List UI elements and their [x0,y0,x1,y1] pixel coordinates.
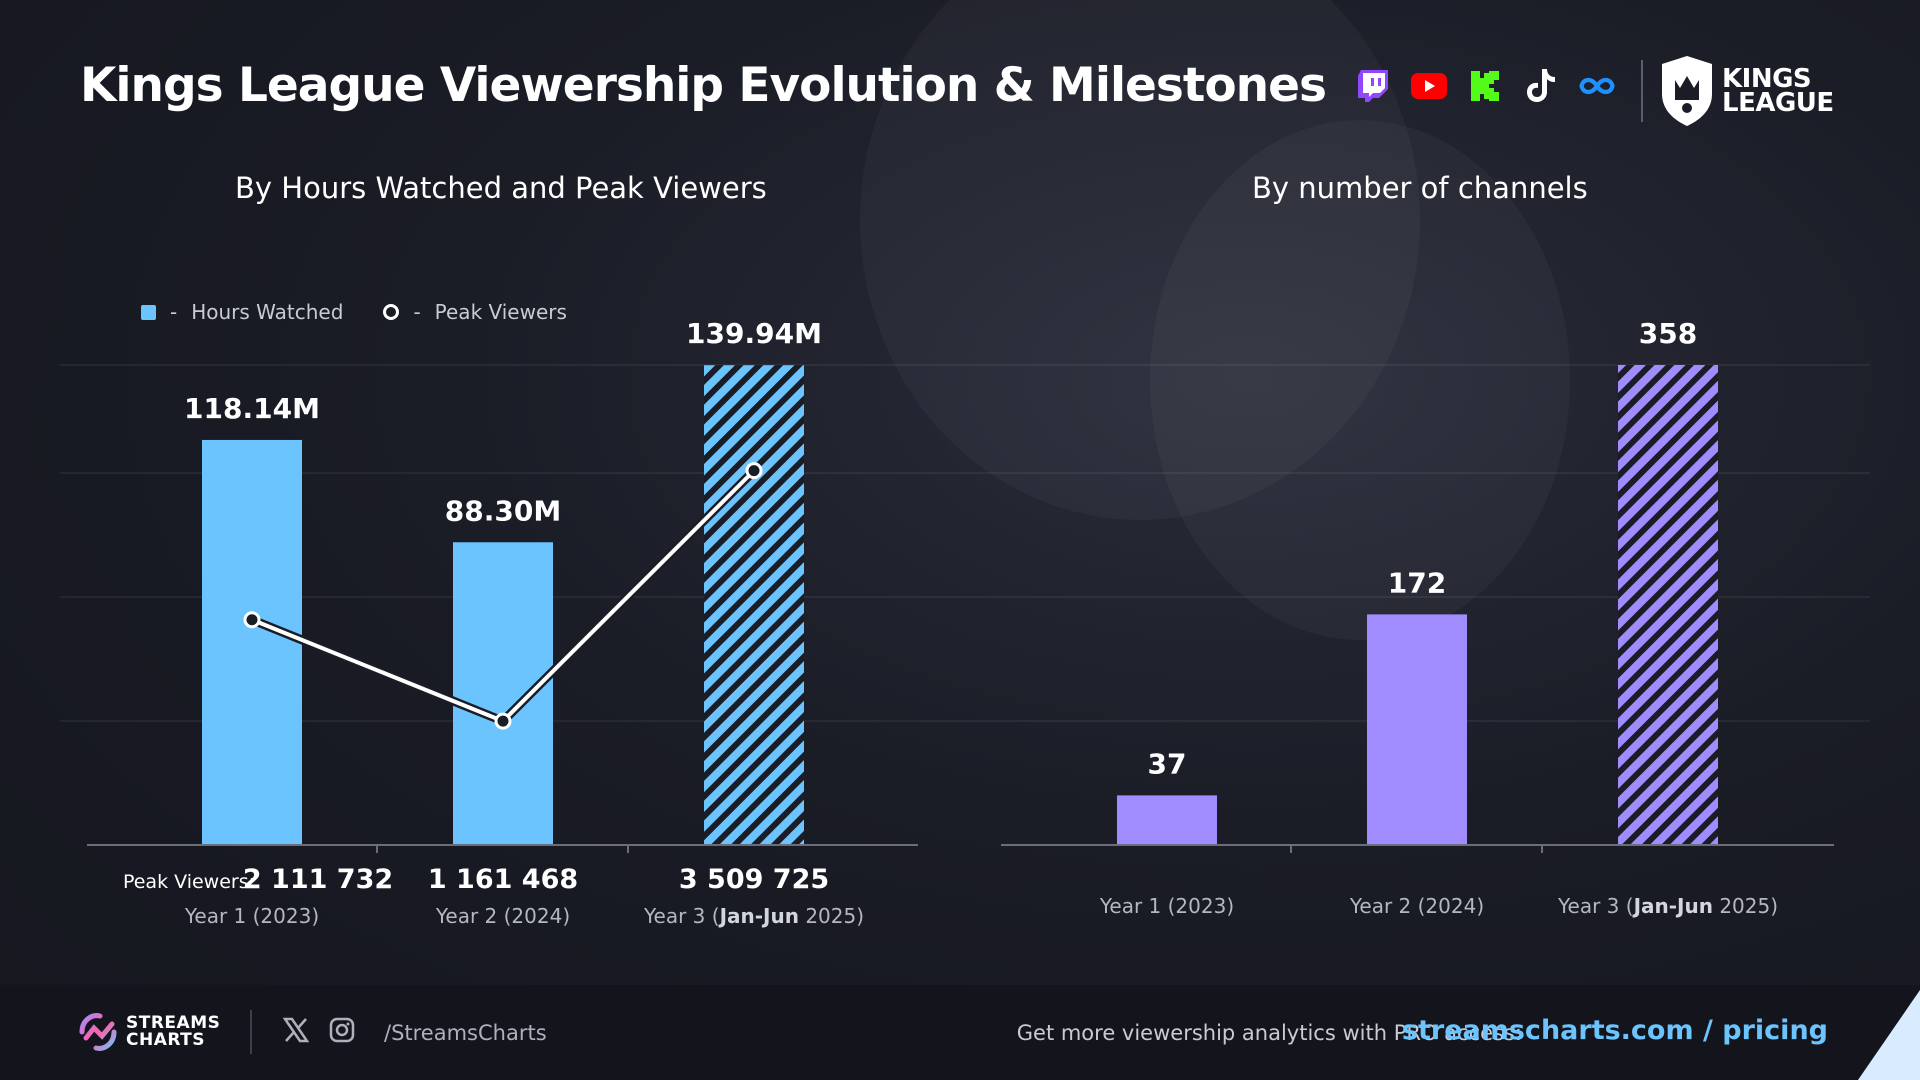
hours-value-label: 88.30M [445,494,561,527]
chart-legend: - Hours Watched - Peak Viewers [141,300,567,324]
kings-league-logo: KINGS LEAGUE [1660,56,1834,126]
channels-bar [1117,795,1217,845]
legend-separator: - [413,300,421,324]
hours-value-label: 139.94M [686,317,822,350]
pricing-link[interactable]: streamscharts.com / pricing [1401,1015,1828,1046]
header-divider [1641,60,1643,122]
x-tick-label: Year 1 (2023) [184,904,319,928]
peak-point [243,611,261,629]
x-icon[interactable] [283,1017,309,1043]
logo-text-charts: CHARTS [126,1030,206,1050]
social-icons [283,1017,355,1043]
channels-bar [1618,365,1718,845]
hours-bar [704,365,804,845]
peak-point [745,462,763,480]
peak-viewers-value: 1 161 468 [428,864,578,895]
corner-accent [1858,990,1920,1080]
channels-value-label: 172 [1388,566,1446,599]
peak-viewers-prefix: Peak Viewers: [123,871,255,893]
tiktok-icon [1523,68,1559,104]
legend-hours-label: Hours Watched [191,300,344,324]
legend-peak-label: Peak Viewers [434,300,567,324]
kick-icon [1467,68,1503,104]
x-tick-label: Year 2 (2024) [435,904,570,928]
footer-bar [0,985,1920,1080]
legend-hours-swatch [141,304,156,320]
peak-viewers-value: 3 509 725 [679,864,829,895]
instagram-icon[interactable] [329,1017,355,1043]
promo-text: Get more viewership analytics with PRO a… [1016,1021,1522,1045]
x-tick-label: Year 3 (Jan-Jun 2025) [643,904,864,928]
left-chart-title: By Hours Watched and Peak Viewers [235,171,767,205]
x-tick-label: Year 1 (2023) [1099,894,1234,918]
streams-charts-icon [79,1013,117,1051]
youtube-icon [1411,68,1447,104]
twitch-icon [1355,68,1391,104]
right-chart-title: By number of channels [1252,171,1588,205]
platform-icons [1355,68,1615,104]
footer-divider [250,1010,252,1054]
x-tick-label: Year 2 (2024) [1349,894,1484,918]
legend-peak-marker [383,304,400,320]
hours-value-label: 118.14M [184,392,320,425]
channels-value-label: 37 [1148,747,1187,780]
logo-text-streams: STREAMS [126,1013,221,1033]
channels-bar [1367,614,1467,845]
hours-bar [202,439,302,845]
peak-viewers-value: 2 111 732 [243,864,393,895]
x-tick-label: Year 3 (Jan-Jun 2025) [1557,894,1778,918]
social-handle[interactable]: /StreamsCharts [384,1021,547,1045]
kings-league-wordmark: KINGS LEAGUE [1722,64,1834,118]
infinity-icon [1579,68,1615,104]
hours-bar [453,542,553,845]
legend-separator: - [170,300,178,324]
channels-value-label: 358 [1639,317,1697,350]
page-title: Kings League Viewership Evolution & Mile… [80,58,1327,113]
crown-shield-icon [1662,56,1712,126]
streams-charts-logo: STREAMS CHARTS [78,1012,220,1052]
peak-point [494,712,512,730]
